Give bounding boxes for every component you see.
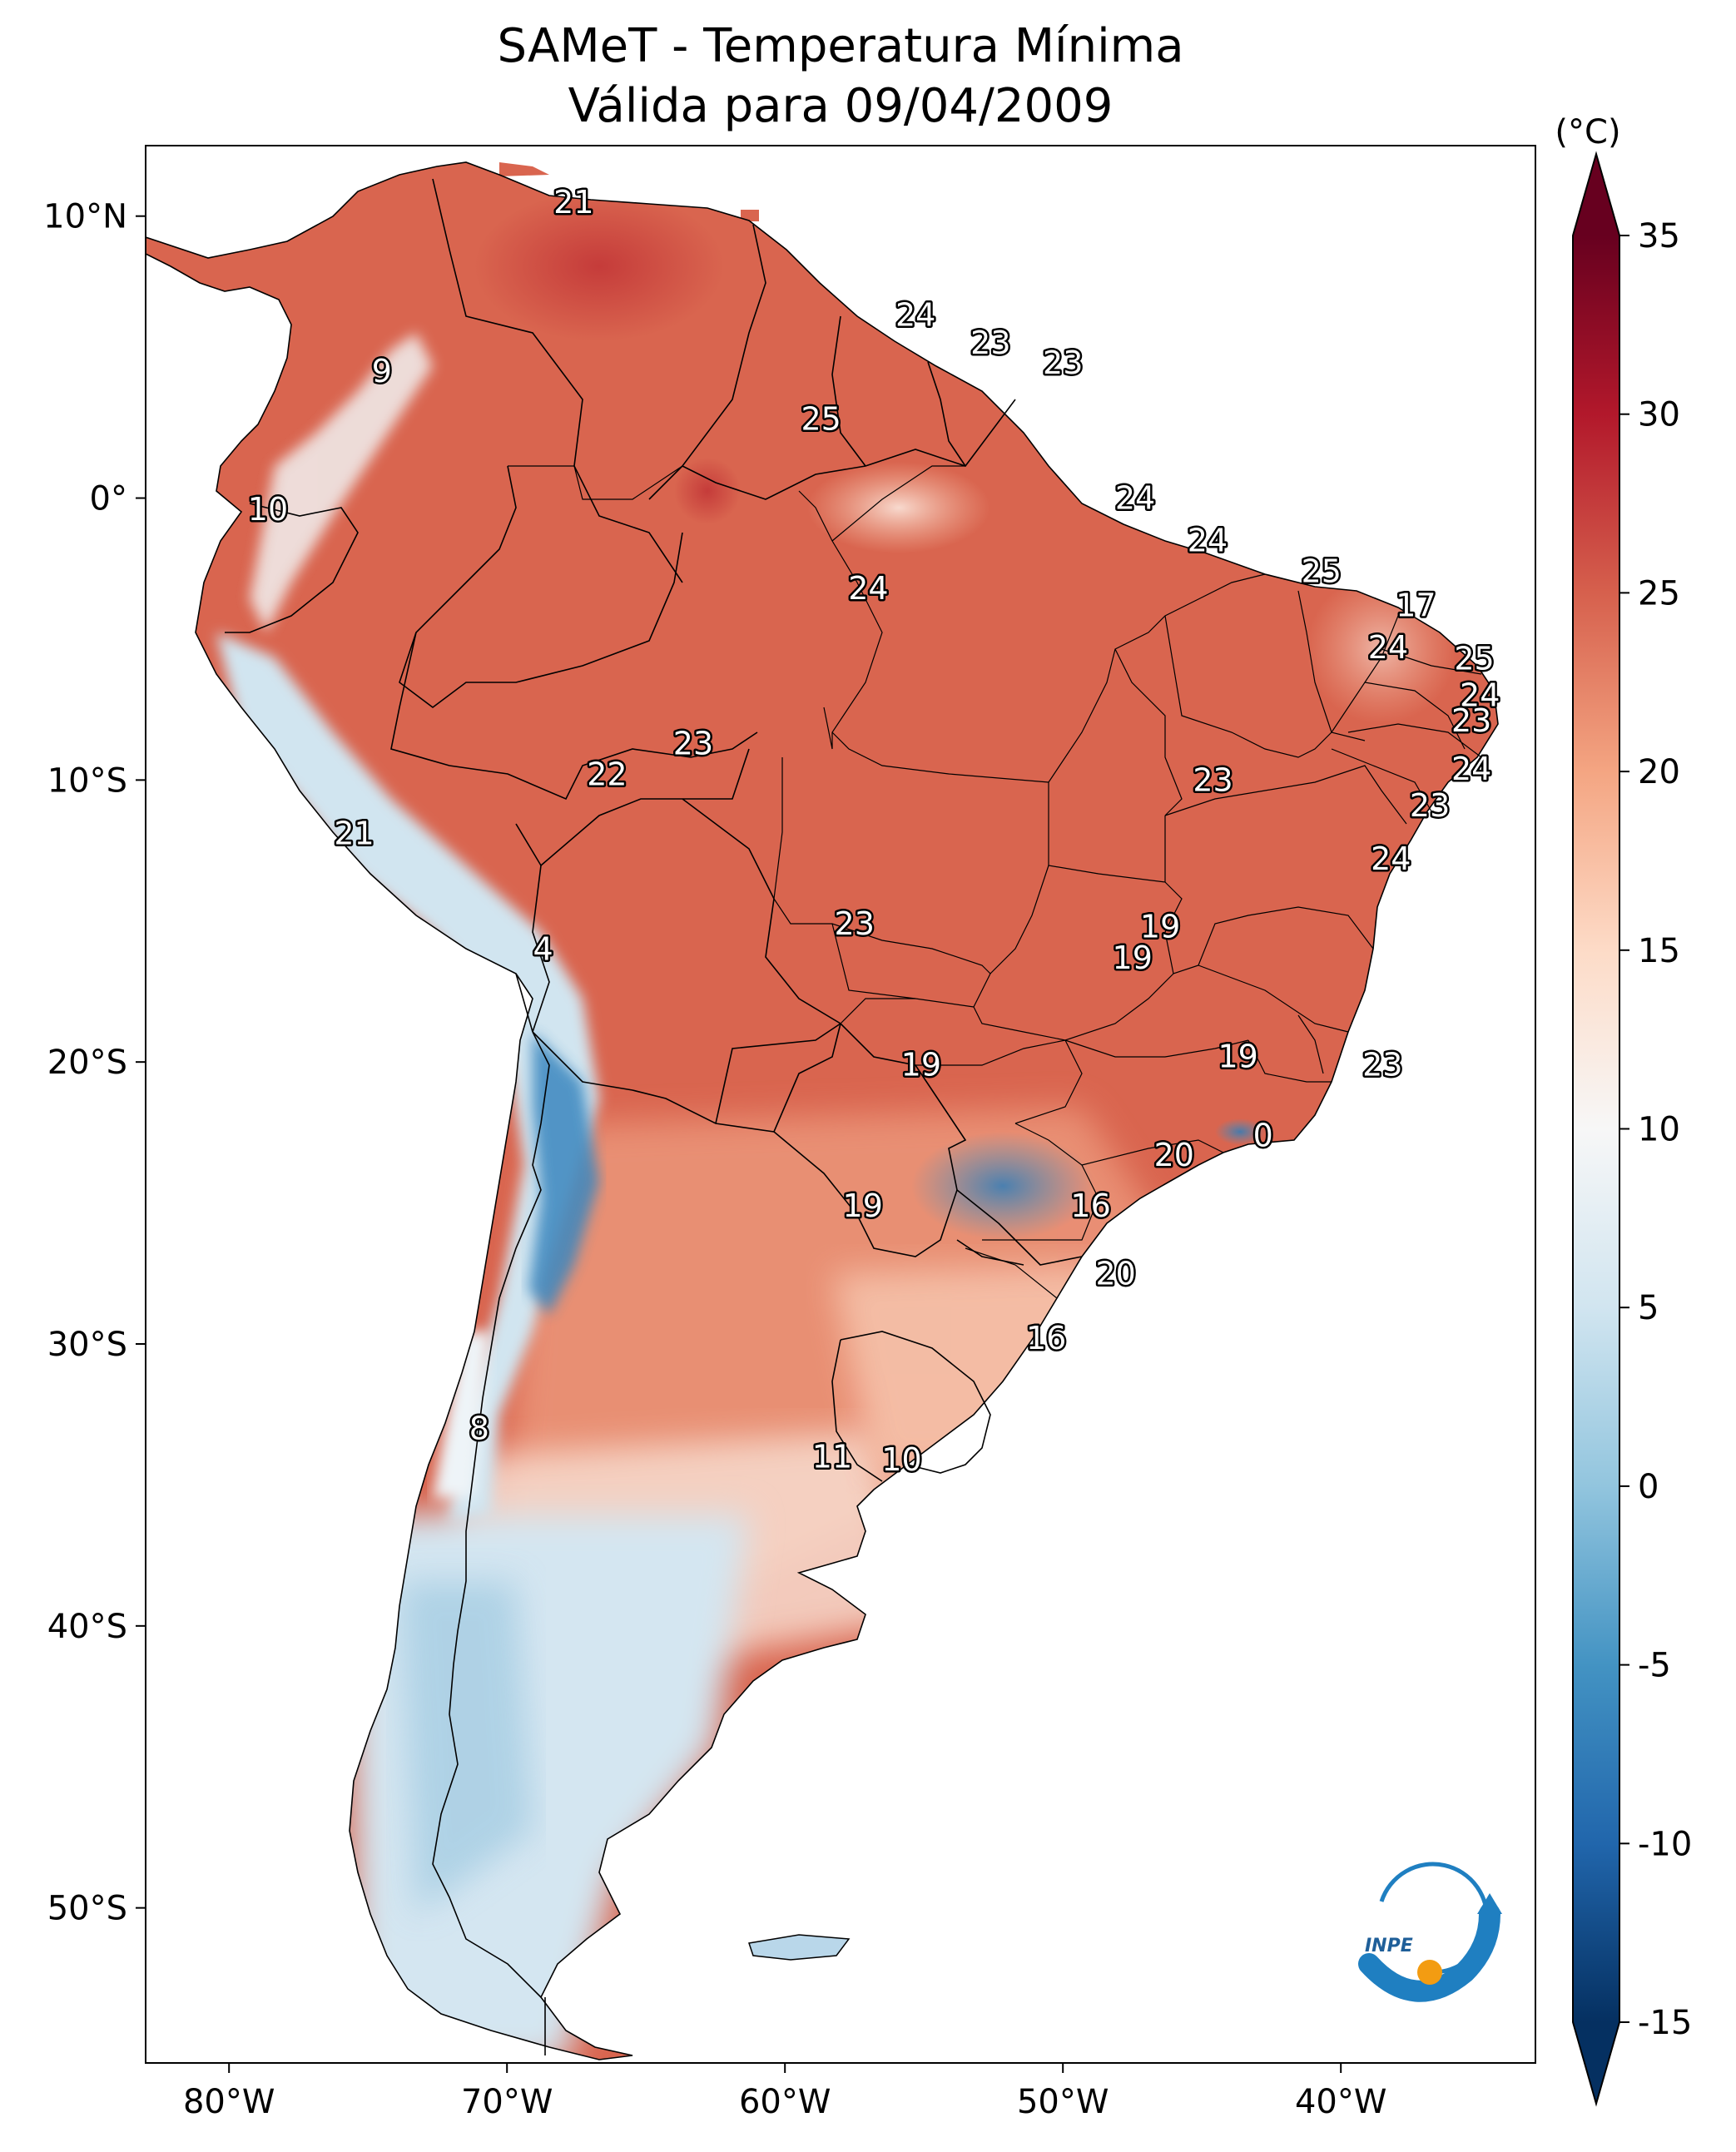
temperature-label: 0 [1253,1117,1273,1153]
longitude-tick-label: 40°W [1295,2083,1386,2121]
colorbar-tick-label: 5 [1638,1289,1659,1327]
temperature-label: 24 [1371,840,1411,877]
temperature-label: 21 [553,184,593,221]
temperature-label: 23 [1410,787,1450,824]
temperature-label: 25 [1302,553,1342,590]
cold-region-andes-south [399,1581,533,1914]
temperature-label: 23 [1362,1047,1402,1083]
temperature-label: 23 [1043,345,1083,381]
island-caribbean [499,162,549,176]
temperature-label: 24 [1115,480,1155,517]
temperature-label: 21 [334,816,374,852]
latitude-tick-label: 0° [90,480,127,518]
temperature-label: 17 [1396,587,1436,623]
cold-core-altiplano [528,1032,599,1315]
warm-core-venezuela [474,191,724,341]
coastal-chile-strip [433,1331,491,1498]
longitude-tick-label: 50°W [1017,2083,1109,2121]
logo-swoosh [1358,1903,1500,2002]
colorbar-body [1573,236,1619,2022]
map-title: SAMeT - Temperatura Mínima Válida para 0… [146,17,1535,136]
colorbar-tick-label: 15 [1638,932,1680,970]
temperature-label: 11 [812,1439,852,1475]
cold-band-northern-andes [250,333,433,632]
colorbar-max-extend [1573,154,1619,236]
temperature-label: 19 [843,1188,883,1224]
title-line-1: SAMeT - Temperatura Mínima [497,19,1184,73]
temperature-label: 24 [1368,629,1408,666]
temperature-label: 19 [901,1047,941,1083]
colorbar-tick-label: 35 [1638,217,1680,255]
temperature-label: 9 [372,353,392,389]
state-borders [508,465,1482,1299]
temperature-label: 20 [1095,1255,1135,1292]
latitude-tick-label: 40°S [47,1608,127,1646]
temperature-label: 20 [1154,1137,1194,1173]
temperature-label: 24 [848,570,888,607]
latitude-tick-label: 10°S [47,761,127,800]
colorbar-tick-label: -15 [1638,2004,1692,2042]
map-frame [145,145,1536,2064]
inpe-logo: INPE [1358,1862,1502,2002]
island-trinidad [741,210,759,221]
temperature-label: 16 [1026,1320,1066,1356]
temperature-label: 22 [587,756,627,793]
latitude-tick-label: 20°S [47,1044,127,1082]
temperature-label: 19 [1218,1038,1257,1074]
logo-text: INPE [1365,1936,1413,1956]
colorbar-ticks: 35 30 25 20 15 10 5 0 -5 -10 -15 [1619,217,1692,2042]
temperature-label: 23 [673,725,713,761]
temperature-label: 23 [970,325,1010,361]
colorbar-tick-label: 0 [1638,1468,1659,1506]
title-line-2: Válida para 09/04/2009 [568,79,1114,133]
longitude-tick-label: 80°W [183,2083,275,2121]
latitude-ticks: 10°N 0° 10°S 20°S 30°S 40°S 50°S [43,198,146,1928]
logo-arrow-head [1477,1893,1502,1914]
temperature-label: 10 [248,491,288,528]
warm-core-roraima [674,458,741,524]
temperature-label: 8 [469,1411,489,1447]
cold-band-central-andes [216,632,599,1523]
temperature-label: 23 [835,905,875,942]
colorbar-tick-label: 10 [1638,1111,1680,1149]
colorbar-tick-label: 20 [1638,753,1680,791]
cold-spot-serra-mantiqueira [1215,1118,1265,1145]
temperature-label: 23 [1193,761,1233,798]
temperature-label: 19 [1113,940,1153,976]
temperature-label: 24 [1188,522,1228,558]
latitude-tick-label: 30°S [47,1326,127,1364]
latitude-tick-label: 10°N [43,198,127,236]
temperature-label: 25 [801,401,841,438]
temperature-label: 24 [895,296,935,333]
cold-spot-parana [911,1132,1094,1240]
colorbar-tick-label: 30 [1638,396,1680,434]
longitude-ticks: 80°W 70°W 60°W 50°W 40°W [183,2063,1386,2121]
temperature-label: 16 [1070,1188,1110,1224]
colorbar-tick-label: -10 [1638,1825,1692,1863]
temperature-label: 19 [1140,909,1180,945]
falkland-islands [748,1934,851,1961]
colorbar-unit: (°C) [1555,113,1620,151]
pale-area-amazon-delta [807,462,990,553]
latitude-tick-label: 50°S [47,1890,127,1928]
temperature-label: 4 [533,931,553,968]
temperature-label: 10 [881,1441,921,1478]
temperature-label: 23 [1451,702,1491,739]
temperature-label: 24 [1451,751,1491,787]
longitude-tick-label: 60°W [739,2083,831,2121]
colorbar-min-extend [1573,2022,1619,2104]
colorbar: (°C) 35 30 25 20 15 10 5 0 -5 -10 -15 [1555,113,1692,2107]
logo-sun [1417,1960,1442,1985]
colorbar-tick-label: 25 [1638,574,1680,612]
longitude-tick-label: 70°W [461,2083,553,2121]
country-borders [146,161,1499,2060]
colorbar-tick-label: -5 [1638,1647,1671,1685]
temperature-label: 24 [1460,677,1500,714]
temperature-label: 25 [1454,641,1494,677]
